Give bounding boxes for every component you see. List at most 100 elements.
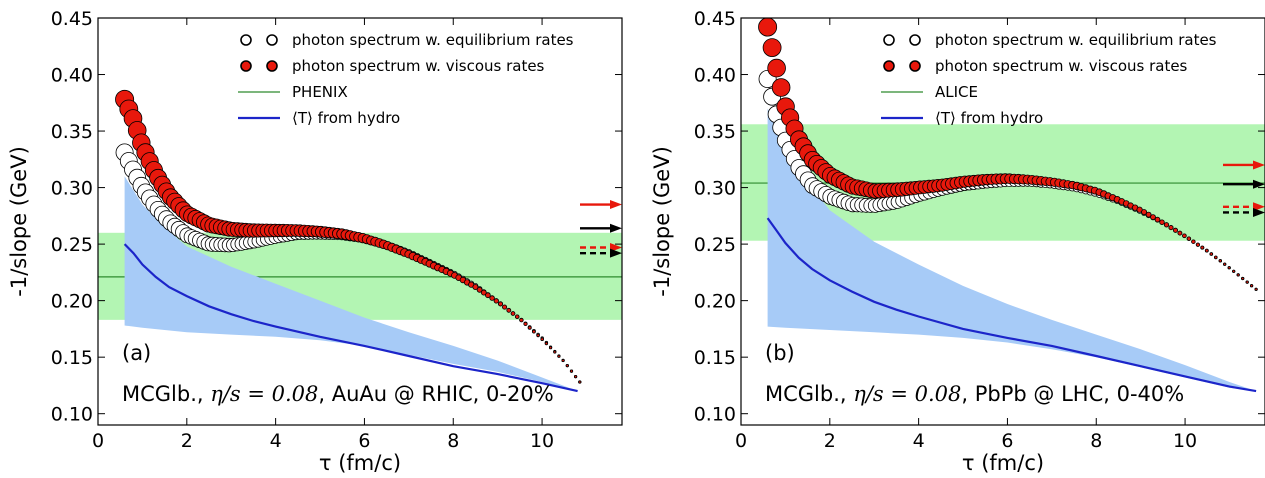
- viscous-point: [1223, 262, 1227, 266]
- viscous-point: [1195, 242, 1201, 247]
- y-tick-label: 0.15: [51, 347, 93, 369]
- plot-frame: [97, 17, 623, 426]
- viscous-point: [553, 350, 557, 354]
- viscous-point: [578, 380, 582, 384]
- y-tick-label: 0.20: [694, 291, 736, 313]
- x-tick-label: 4: [270, 430, 282, 452]
- viscous-point: [519, 317, 524, 323]
- legend-entry: ⟨T⟩ from hydro: [881, 109, 1043, 127]
- panel-label: (a): [122, 341, 151, 365]
- legend-entry: PHENIX: [238, 83, 348, 101]
- x-tick-label: 0: [92, 430, 104, 452]
- viscous-point: [548, 346, 553, 350]
- x-tick-label: 2: [181, 430, 193, 452]
- viscous-point: [472, 283, 479, 290]
- plot-area-0: [98, 89, 622, 393]
- viscous-point: [1163, 222, 1170, 228]
- y-tick-label: 0.45: [51, 8, 93, 30]
- viscous-point: [536, 333, 540, 338]
- y-axis-title: -1/slope (GeV): [650, 146, 674, 297]
- viscous-point: [1150, 214, 1156, 221]
- viscous-point: [762, 38, 782, 57]
- legend-label: PHENIX: [292, 83, 348, 101]
- reference-arrow: [580, 223, 622, 233]
- legend-entry: photon spectrum w. equilibrium rates: [240, 31, 574, 49]
- x-tick-label: 0: [735, 430, 747, 452]
- x-tick-label: 4: [913, 430, 925, 452]
- viscous-point: [1154, 216, 1161, 223]
- viscous-point: [1141, 209, 1148, 216]
- y-axis-title: -1/slope (GeV): [7, 146, 31, 297]
- reference-arrow: [580, 200, 622, 210]
- viscous-point: [497, 301, 503, 307]
- x-tick-label: 10: [1173, 430, 1197, 452]
- viscous-point: [1245, 280, 1249, 284]
- x-tick-label: 6: [358, 430, 370, 452]
- y-tick-label: 0.20: [51, 291, 93, 313]
- legend-entry: ALICE: [881, 83, 978, 101]
- viscous-point: [1177, 230, 1183, 236]
- legend-label: ⟨T⟩ from hydro: [935, 109, 1043, 127]
- viscous-point: [557, 354, 561, 358]
- reference-arrow: [1223, 202, 1265, 212]
- viscous-point: [493, 298, 499, 304]
- viscous-point: [1241, 276, 1245, 281]
- viscous-point: [523, 321, 528, 326]
- legend-label: photon spectrum w. viscous rates: [935, 57, 1188, 75]
- x-tick-label: 10: [530, 430, 554, 452]
- y-tick-label: 0.45: [694, 8, 736, 30]
- y-tick-label: 0.25: [51, 234, 93, 256]
- viscous-point: [565, 363, 569, 368]
- x-tick-label: 8: [447, 430, 459, 452]
- viscous-point: [1168, 225, 1174, 231]
- viscous-point: [1200, 245, 1205, 250]
- viscous-point: [544, 341, 549, 346]
- viscous-point: [767, 58, 786, 78]
- y-tick-label: 0.40: [51, 65, 93, 87]
- x-axis-title: τ (fm/c): [962, 451, 1044, 474]
- viscous-point: [569, 369, 574, 373]
- panel-label: (b): [765, 341, 795, 365]
- viscous-point: [1236, 273, 1240, 277]
- legend-label: ALICE: [935, 83, 978, 101]
- viscous-point: [1204, 248, 1209, 253]
- series-viscous: [758, 18, 1258, 291]
- legend: photon spectrum w. equilibrium rates phot…: [238, 31, 574, 127]
- plot-area-1: [741, 18, 1265, 393]
- legend: photon spectrum w. equilibrium rates phot…: [881, 31, 1217, 127]
- hydro-temperature-line: [766, 217, 1257, 393]
- legend-label: photon spectrum w. equilibrium rates: [292, 31, 574, 49]
- x-tick-label: 8: [1090, 430, 1102, 452]
- reference-arrow: [1223, 179, 1265, 189]
- viscous-point: [485, 292, 491, 299]
- viscous-point: [540, 337, 544, 342]
- viscous-point: [1173, 227, 1179, 233]
- plot-frame: [740, 17, 1265, 426]
- legend-label: photon spectrum w. viscous rates: [292, 57, 545, 75]
- x-tick-label: 2: [824, 430, 836, 452]
- viscous-point: [502, 304, 508, 310]
- viscous-point: [510, 311, 516, 316]
- viscous-point: [1218, 259, 1222, 263]
- legend-entry: photon spectrum w. viscous rates: [883, 57, 1188, 75]
- legend-label: ⟨T⟩ from hydro: [292, 109, 400, 127]
- viscous-point: [1214, 255, 1218, 260]
- reference-arrow: [580, 243, 622, 253]
- hydro-temperature-band: [124, 176, 578, 392]
- viscous-point: [561, 358, 565, 363]
- viscous-point: [506, 307, 512, 313]
- viscous-point: [1159, 219, 1165, 225]
- viscous-point: [1186, 236, 1192, 241]
- run-annotation: MCGlb., η/s = 0.08, PbPb @ LHC, 0-40%: [765, 382, 1184, 406]
- viscous-point: [1182, 233, 1187, 239]
- y-tick-label: 0.40: [694, 65, 736, 87]
- viscous-point: [527, 325, 532, 330]
- series-viscous: [115, 89, 582, 384]
- viscous-point: [1254, 287, 1258, 291]
- viscous-point: [771, 78, 791, 97]
- viscous-point: [1191, 239, 1196, 244]
- hydro-temperature-line: [123, 243, 578, 393]
- y-tick-label: 0.25: [694, 234, 736, 256]
